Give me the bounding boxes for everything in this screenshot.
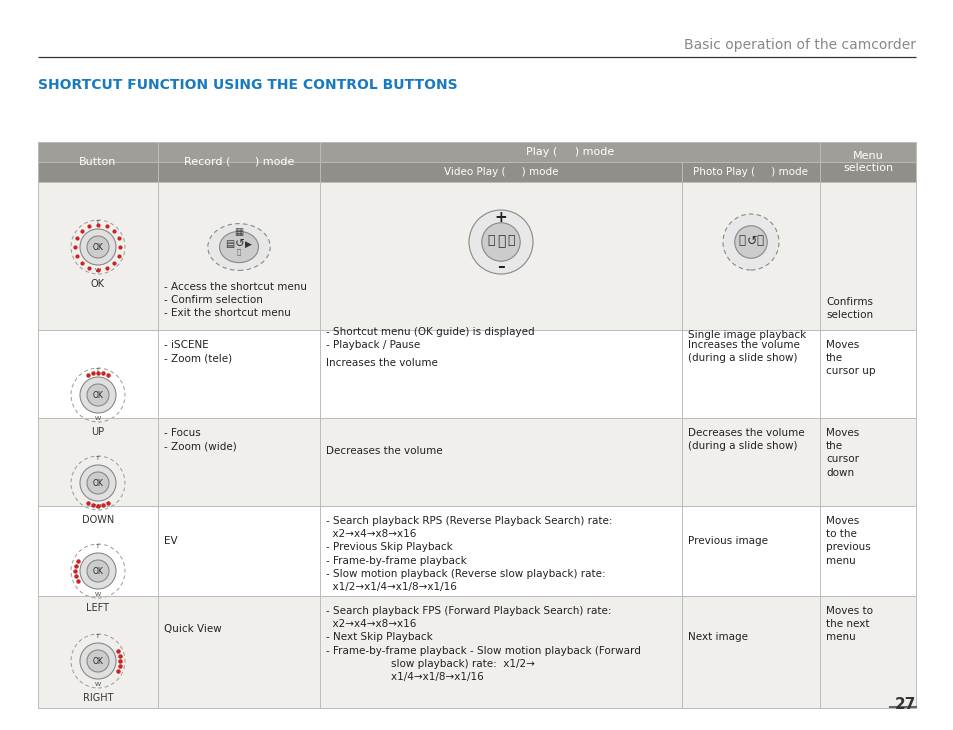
Text: Menu
selection: Menu selection [842, 151, 892, 173]
Text: –: – [497, 258, 504, 274]
Circle shape [722, 214, 779, 270]
Text: OK: OK [92, 478, 103, 488]
Text: Previous image: Previous image [687, 536, 767, 546]
Text: Photo Play (     ) mode: Photo Play ( ) mode [693, 167, 807, 177]
Text: Decreases the volume
(during a slide show): Decreases the volume (during a slide sho… [687, 428, 803, 451]
Text: EV: EV [164, 536, 177, 546]
Text: - Search playback FPS (Forward Playback Search) rate:
  x2→x4→x8→x16
- Next Skip: - Search playback FPS (Forward Playback … [326, 606, 640, 682]
Circle shape [87, 236, 109, 258]
Text: Moves to
the next
menu: Moves to the next menu [825, 606, 872, 642]
Text: Play (     ) mode: Play ( ) mode [525, 147, 614, 157]
Text: W: W [95, 504, 101, 510]
Bar [38, 182, 915, 330]
Text: ▤: ▤ [225, 239, 234, 249]
Circle shape [87, 650, 109, 672]
Text: T: T [96, 545, 100, 550]
Text: - Focus
- Zoom (wide): - Focus - Zoom (wide) [164, 428, 236, 451]
Text: W: W [95, 269, 101, 274]
Text: T: T [96, 634, 100, 639]
Text: W: W [95, 593, 101, 597]
Text: OK: OK [92, 391, 103, 399]
Text: ⧗: ⧗ [507, 234, 515, 247]
Bar [38, 162, 915, 182]
Circle shape [481, 223, 519, 261]
Text: ⧗: ⧗ [756, 234, 762, 247]
Text: ▶: ▶ [244, 239, 252, 248]
Circle shape [80, 229, 116, 265]
Text: OK: OK [91, 279, 105, 289]
Bar [38, 418, 915, 506]
Text: Single image playback: Single image playback [687, 330, 805, 340]
Text: T: T [96, 456, 100, 461]
Text: ↺: ↺ [234, 237, 245, 250]
Text: Confirms
selection: Confirms selection [825, 297, 872, 320]
Circle shape [80, 553, 116, 589]
Text: Video Play (     ) mode: Video Play ( ) mode [443, 167, 558, 177]
Text: Button: Button [79, 157, 116, 167]
Ellipse shape [219, 231, 258, 263]
Text: - Shortcut menu (OK guide) is displayed
- Playback / Pause: - Shortcut menu (OK guide) is displayed … [326, 327, 534, 350]
Text: LEFT: LEFT [87, 603, 110, 613]
Text: RIGHT: RIGHT [83, 693, 113, 703]
Ellipse shape [208, 223, 270, 270]
Text: Increases the volume
(during a slide show): Increases the volume (during a slide sho… [687, 340, 799, 364]
Text: Moves
the
cursor up: Moves the cursor up [825, 340, 875, 377]
Text: OK: OK [92, 242, 103, 252]
Text: Record (       ) mode: Record ( ) mode [184, 157, 294, 167]
Text: T: T [96, 220, 100, 226]
Text: Increases the volume: Increases the volume [326, 358, 437, 368]
Text: ⏸: ⏸ [497, 234, 505, 248]
Text: Moves
the
cursor
down: Moves the cursor down [825, 428, 859, 477]
Text: 27: 27 [894, 697, 915, 712]
Bar [38, 596, 915, 708]
Text: ↺: ↺ [746, 234, 757, 247]
Text: Moves
to the
previous
menu: Moves to the previous menu [825, 516, 870, 566]
Circle shape [87, 472, 109, 494]
Bar [38, 506, 915, 596]
Circle shape [87, 384, 109, 406]
Text: Quick View: Quick View [164, 624, 221, 634]
Text: OK: OK [92, 656, 103, 666]
Circle shape [80, 465, 116, 501]
Text: W: W [95, 683, 101, 688]
Text: OK: OK [92, 566, 103, 575]
Text: T: T [96, 369, 100, 374]
Circle shape [80, 643, 116, 679]
Text: UP: UP [91, 427, 105, 437]
Circle shape [469, 210, 533, 274]
Text: DOWN: DOWN [82, 515, 114, 525]
Text: Decreases the volume: Decreases the volume [326, 446, 442, 456]
Text: SHORTCUT FUNCTION USING THE CONTROL BUTTONS: SHORTCUT FUNCTION USING THE CONTROL BUTT… [38, 78, 457, 92]
Text: - Search playback RPS (Reverse Playback Search) rate:
  x2→x4→x8→x16
- Previous : - Search playback RPS (Reverse Playback … [326, 516, 612, 592]
Bar [38, 142, 915, 162]
Text: - Access the shortcut menu
- Confirm selection
- Exit the shortcut menu: - Access the shortcut menu - Confirm sel… [164, 282, 307, 318]
Text: - iSCENE
- Zoom (tele): - iSCENE - Zoom (tele) [164, 340, 232, 364]
Text: W: W [95, 417, 101, 421]
Text: Next image: Next image [687, 632, 747, 642]
Circle shape [87, 560, 109, 582]
Text: ⧖: ⧖ [738, 234, 744, 247]
Circle shape [80, 377, 116, 413]
Circle shape [734, 226, 766, 258]
Bar [38, 330, 915, 418]
Text: ⧖: ⧖ [487, 234, 495, 247]
Text: Basic operation of the camcorder: Basic operation of the camcorder [683, 38, 915, 52]
Text: +: + [494, 210, 507, 226]
Text: ⬜: ⬜ [236, 249, 241, 255]
Text: ▦: ▦ [234, 226, 243, 237]
